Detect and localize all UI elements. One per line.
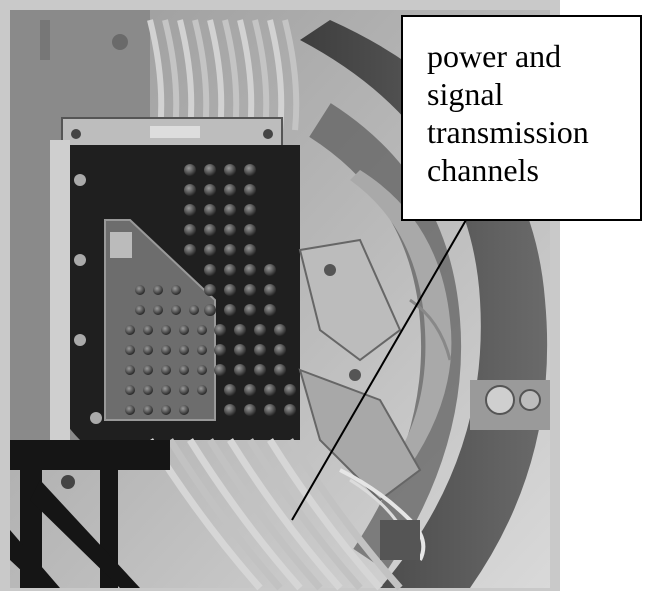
support-frame <box>10 440 170 588</box>
background-equipment <box>409 298 550 430</box>
callout-line-4: channels <box>427 152 539 188</box>
callout-line-3: transmission <box>427 114 589 150</box>
callout-line-1: power and <box>427 38 562 74</box>
callout-box: power and signal transmission channels <box>401 15 642 221</box>
callout-line-2: signal <box>427 76 504 112</box>
